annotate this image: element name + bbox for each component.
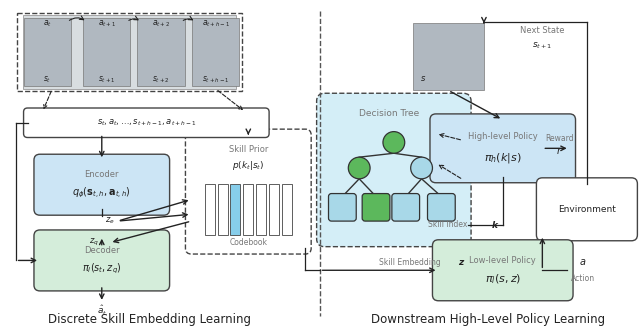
Bar — [256, 184, 266, 235]
Text: Action: Action — [571, 274, 595, 283]
Text: $s_{t+1}$: $s_{t+1}$ — [532, 41, 552, 51]
Circle shape — [383, 132, 404, 153]
Text: High-level Policy: High-level Policy — [468, 132, 538, 141]
Text: $\pi_h(k|s)$: $\pi_h(k|s)$ — [484, 151, 522, 165]
FancyBboxPatch shape — [328, 194, 356, 221]
Bar — [138, 18, 185, 86]
Text: $\boldsymbol{k}$: $\boldsymbol{k}$ — [491, 218, 499, 229]
Text: $z_e$: $z_e$ — [105, 216, 115, 226]
Text: Skill Index: Skill Index — [429, 219, 470, 228]
Text: $z_q$: $z_q$ — [89, 237, 99, 248]
Bar — [83, 18, 131, 86]
Text: Reward: Reward — [545, 134, 573, 143]
Text: Decoder: Decoder — [84, 246, 120, 255]
Text: $s$: $s$ — [420, 74, 427, 83]
Text: $r$: $r$ — [556, 145, 563, 156]
FancyBboxPatch shape — [317, 93, 471, 247]
Text: Discrete Skill Embedding Learning: Discrete Skill Embedding Learning — [48, 313, 251, 326]
FancyBboxPatch shape — [34, 230, 170, 291]
Text: Downstream High-Level Policy Learning: Downstream High-Level Policy Learning — [371, 313, 605, 326]
Text: $s_t$: $s_t$ — [44, 75, 51, 85]
Text: $s_{t+h-1}$: $s_{t+h-1}$ — [202, 75, 229, 85]
FancyBboxPatch shape — [24, 108, 269, 137]
Text: Skill Embedding: Skill Embedding — [379, 258, 443, 267]
Text: Next State: Next State — [520, 26, 564, 35]
FancyBboxPatch shape — [430, 114, 575, 183]
FancyBboxPatch shape — [536, 178, 637, 241]
FancyBboxPatch shape — [34, 154, 170, 215]
Text: $a_{t+2}$: $a_{t+2}$ — [152, 19, 170, 29]
Text: $s_{t+2}$: $s_{t+2}$ — [152, 75, 170, 85]
Text: $p(k_t|s_t)$: $p(k_t|s_t)$ — [232, 158, 264, 172]
Bar — [205, 184, 214, 235]
FancyBboxPatch shape — [186, 129, 311, 254]
Text: $q_\phi(\mathbf{s}_{t,h}, \mathbf{a}_{t,h})$: $q_\phi(\mathbf{s}_{t,h}, \mathbf{a}_{t,… — [72, 185, 131, 200]
Bar — [23, 15, 236, 89]
Bar — [282, 184, 292, 235]
Bar — [230, 184, 241, 235]
Text: $a$: $a$ — [579, 257, 587, 267]
Text: $a_t$: $a_t$ — [43, 19, 52, 29]
Text: Environment: Environment — [558, 205, 616, 214]
Bar — [24, 18, 71, 86]
Text: $\pi_l(s_t, z_q)$: $\pi_l(s_t, z_q)$ — [82, 261, 122, 275]
Circle shape — [411, 157, 433, 179]
FancyBboxPatch shape — [362, 194, 390, 221]
Text: $\pi_l(s, z)$: $\pi_l(s, z)$ — [484, 272, 521, 286]
Bar — [413, 23, 484, 90]
Bar — [17, 13, 243, 91]
Text: $s_{t+1}$: $s_{t+1}$ — [98, 75, 115, 85]
Text: $\hat{a}_t$: $\hat{a}_t$ — [97, 304, 107, 318]
Text: $a_{t+h-1}$: $a_{t+h-1}$ — [202, 19, 230, 29]
Text: Decision Tree: Decision Tree — [359, 110, 419, 118]
Text: Low-level Policy: Low-level Policy — [469, 256, 536, 265]
Bar — [269, 184, 279, 235]
Text: $s_t, a_t, \ldots, s_{t+h-1}, a_{t+h-1}$: $s_t, a_t, \ldots, s_{t+h-1}, a_{t+h-1}$ — [97, 118, 196, 128]
FancyBboxPatch shape — [433, 240, 573, 301]
Text: $\boldsymbol{z}$: $\boldsymbol{z}$ — [458, 258, 465, 267]
Circle shape — [348, 157, 370, 179]
Bar — [218, 184, 227, 235]
Text: $a_{t+1}$: $a_{t+1}$ — [98, 19, 116, 29]
FancyBboxPatch shape — [392, 194, 420, 221]
Bar — [192, 18, 239, 86]
FancyBboxPatch shape — [428, 194, 455, 221]
Text: Encoder: Encoder — [84, 171, 119, 179]
Text: Skill Prior: Skill Prior — [228, 145, 268, 154]
Text: Codebook: Codebook — [229, 238, 268, 247]
Bar — [243, 184, 253, 235]
